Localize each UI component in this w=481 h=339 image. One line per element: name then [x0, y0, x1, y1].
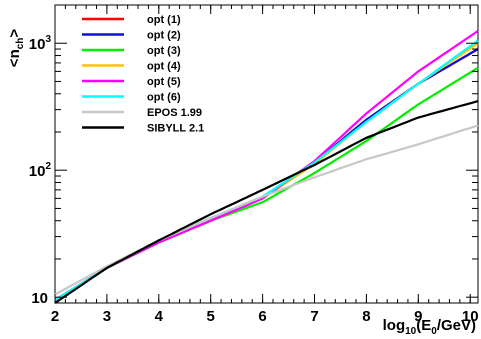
x-tick-label: 8 — [362, 308, 370, 325]
x-tick-label: 10 — [462, 308, 479, 325]
legend-label-2: opt (2) — [147, 30, 181, 42]
x-tick-label: 7 — [310, 308, 318, 325]
legend: opt (1) opt (2) opt (3) opt (4) opt (5) opt (… — [82, 14, 204, 135]
x-tick-label: 3 — [103, 308, 111, 325]
plot-frame — [54, 4, 479, 304]
series-line-8 — [54, 100, 479, 304]
legend-label-6: opt (6) — [147, 92, 181, 104]
legend-label-7: EPOS 1.99 — [147, 107, 202, 119]
x-tick-label: 6 — [258, 308, 266, 325]
x-tick-label: 4 — [155, 308, 164, 325]
y-tick-label: 10 — [31, 290, 48, 307]
x-axis-title: log10(E0/GeV) — [383, 317, 476, 337]
series-line-3 — [54, 66, 479, 301]
legend-label-8: SIBYLL 2.1 — [147, 123, 204, 135]
legend-label-5: opt (5) — [147, 76, 181, 88]
axes: 2 3 4 5 6 7 8 9 10 10 102 103 — [29, 4, 479, 325]
legend-label-4: opt (4) — [147, 61, 181, 73]
series-layer — [54, 29, 479, 304]
legend-label-3: opt (3) — [147, 45, 181, 57]
legend-label-1: opt (1) — [147, 14, 181, 26]
x-tick-label: 2 — [51, 308, 59, 325]
x-tick-label: 9 — [414, 308, 422, 325]
y-tick-label: 103 — [29, 34, 52, 53]
y-axis-title: <nch> — [6, 29, 26, 68]
y-tick-label: 102 — [29, 161, 52, 180]
series-line-7 — [54, 124, 479, 296]
x-tick-label: 5 — [207, 308, 215, 325]
